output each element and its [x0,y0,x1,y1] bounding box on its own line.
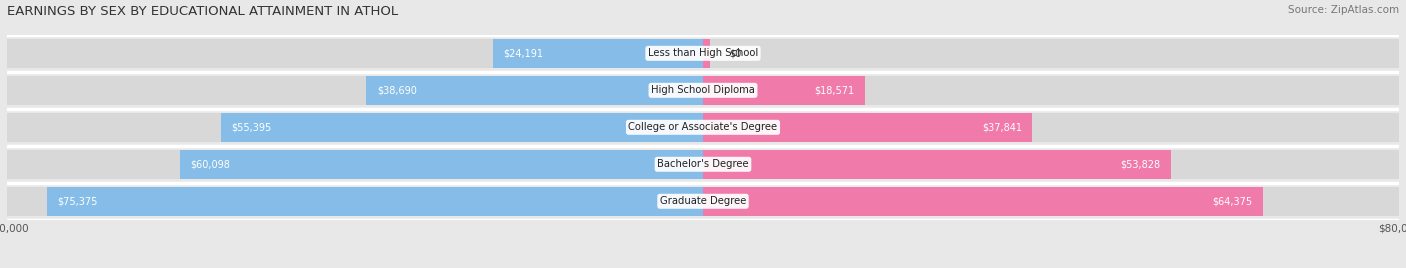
Bar [703,39,710,68]
Text: Less than High School: Less than High School [648,48,758,58]
Bar [7,113,1399,142]
Text: $24,191: $24,191 [503,48,543,58]
Bar [703,150,1171,179]
Bar [7,187,1399,216]
Bar [48,187,703,216]
Text: Graduate Degree: Graduate Degree [659,196,747,206]
Bar [703,76,865,105]
Bar [7,39,1399,68]
Text: Source: ZipAtlas.com: Source: ZipAtlas.com [1288,5,1399,15]
Bar [221,113,703,142]
Text: High School Diploma: High School Diploma [651,85,755,95]
Text: Bachelor's Degree: Bachelor's Degree [657,159,749,169]
Bar [7,150,1399,179]
Bar [7,76,1399,105]
Bar [492,39,703,68]
Text: $64,375: $64,375 [1212,196,1253,206]
Bar [367,76,703,105]
Text: $75,375: $75,375 [58,196,98,206]
Text: College or Associate's Degree: College or Associate's Degree [628,122,778,132]
Text: $18,571: $18,571 [814,85,853,95]
Text: $60,098: $60,098 [191,159,231,169]
Legend: Male, Female: Male, Female [647,265,759,268]
Text: $0: $0 [730,48,741,58]
Text: EARNINGS BY SEX BY EDUCATIONAL ATTAINMENT IN ATHOL: EARNINGS BY SEX BY EDUCATIONAL ATTAINMEN… [7,5,398,18]
Text: $53,828: $53,828 [1121,159,1161,169]
Text: $38,690: $38,690 [377,85,416,95]
Text: $37,841: $37,841 [981,122,1022,132]
Bar [703,113,1032,142]
Bar [703,187,1263,216]
Bar [180,150,703,179]
Text: $55,395: $55,395 [232,122,271,132]
